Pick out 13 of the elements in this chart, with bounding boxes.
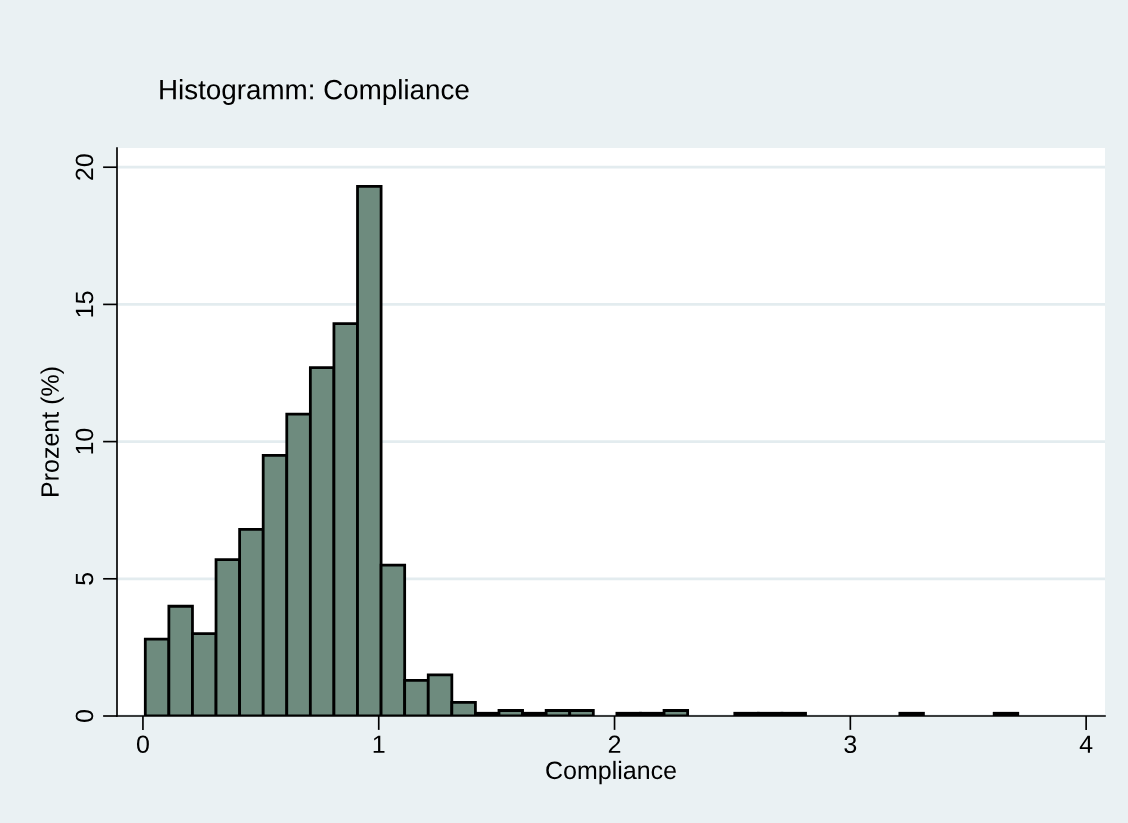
y-axis-title: Prozent (%) xyxy=(40,367,64,496)
x-tick-label: 0 xyxy=(136,735,149,754)
y-tick-label: 0 xyxy=(75,710,94,722)
x-tick-label: 3 xyxy=(844,735,857,754)
y-tick-label: 5 xyxy=(75,572,94,585)
y-tick-label: 10 xyxy=(75,428,94,454)
y-tick-label: 15 xyxy=(75,291,94,317)
chart-title: Histogramm: Compliance xyxy=(160,79,469,105)
x-tick-label: 1 xyxy=(373,735,385,753)
x-axis-title: Compliance xyxy=(546,760,676,785)
x-tick-label: 4 xyxy=(1079,735,1093,753)
y-tick-label: 20 xyxy=(75,154,94,180)
x-tick-label: 2 xyxy=(608,735,621,753)
